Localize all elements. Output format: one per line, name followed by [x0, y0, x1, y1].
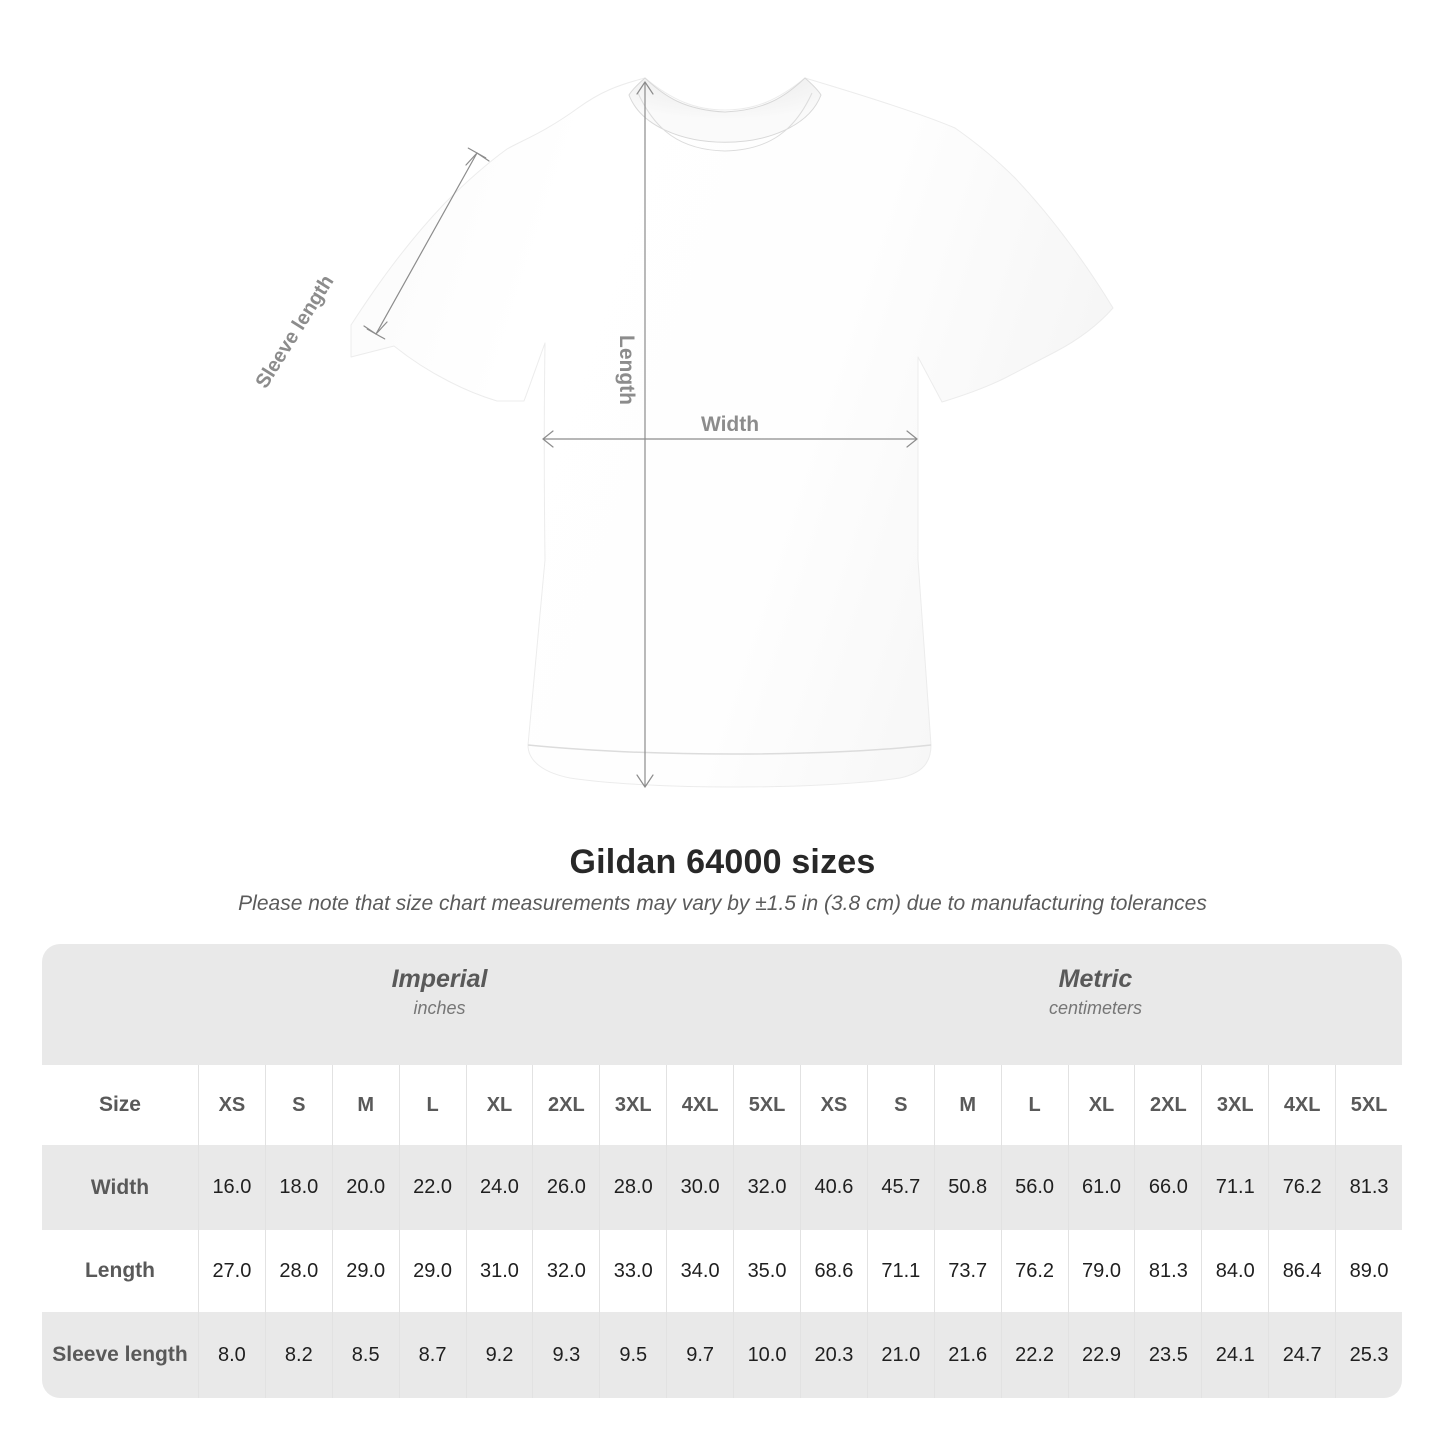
svg-text:Length: Length	[615, 335, 638, 405]
svg-text:Width: Width	[701, 413, 759, 436]
svg-text:Sleeve length: Sleeve length	[251, 271, 338, 392]
